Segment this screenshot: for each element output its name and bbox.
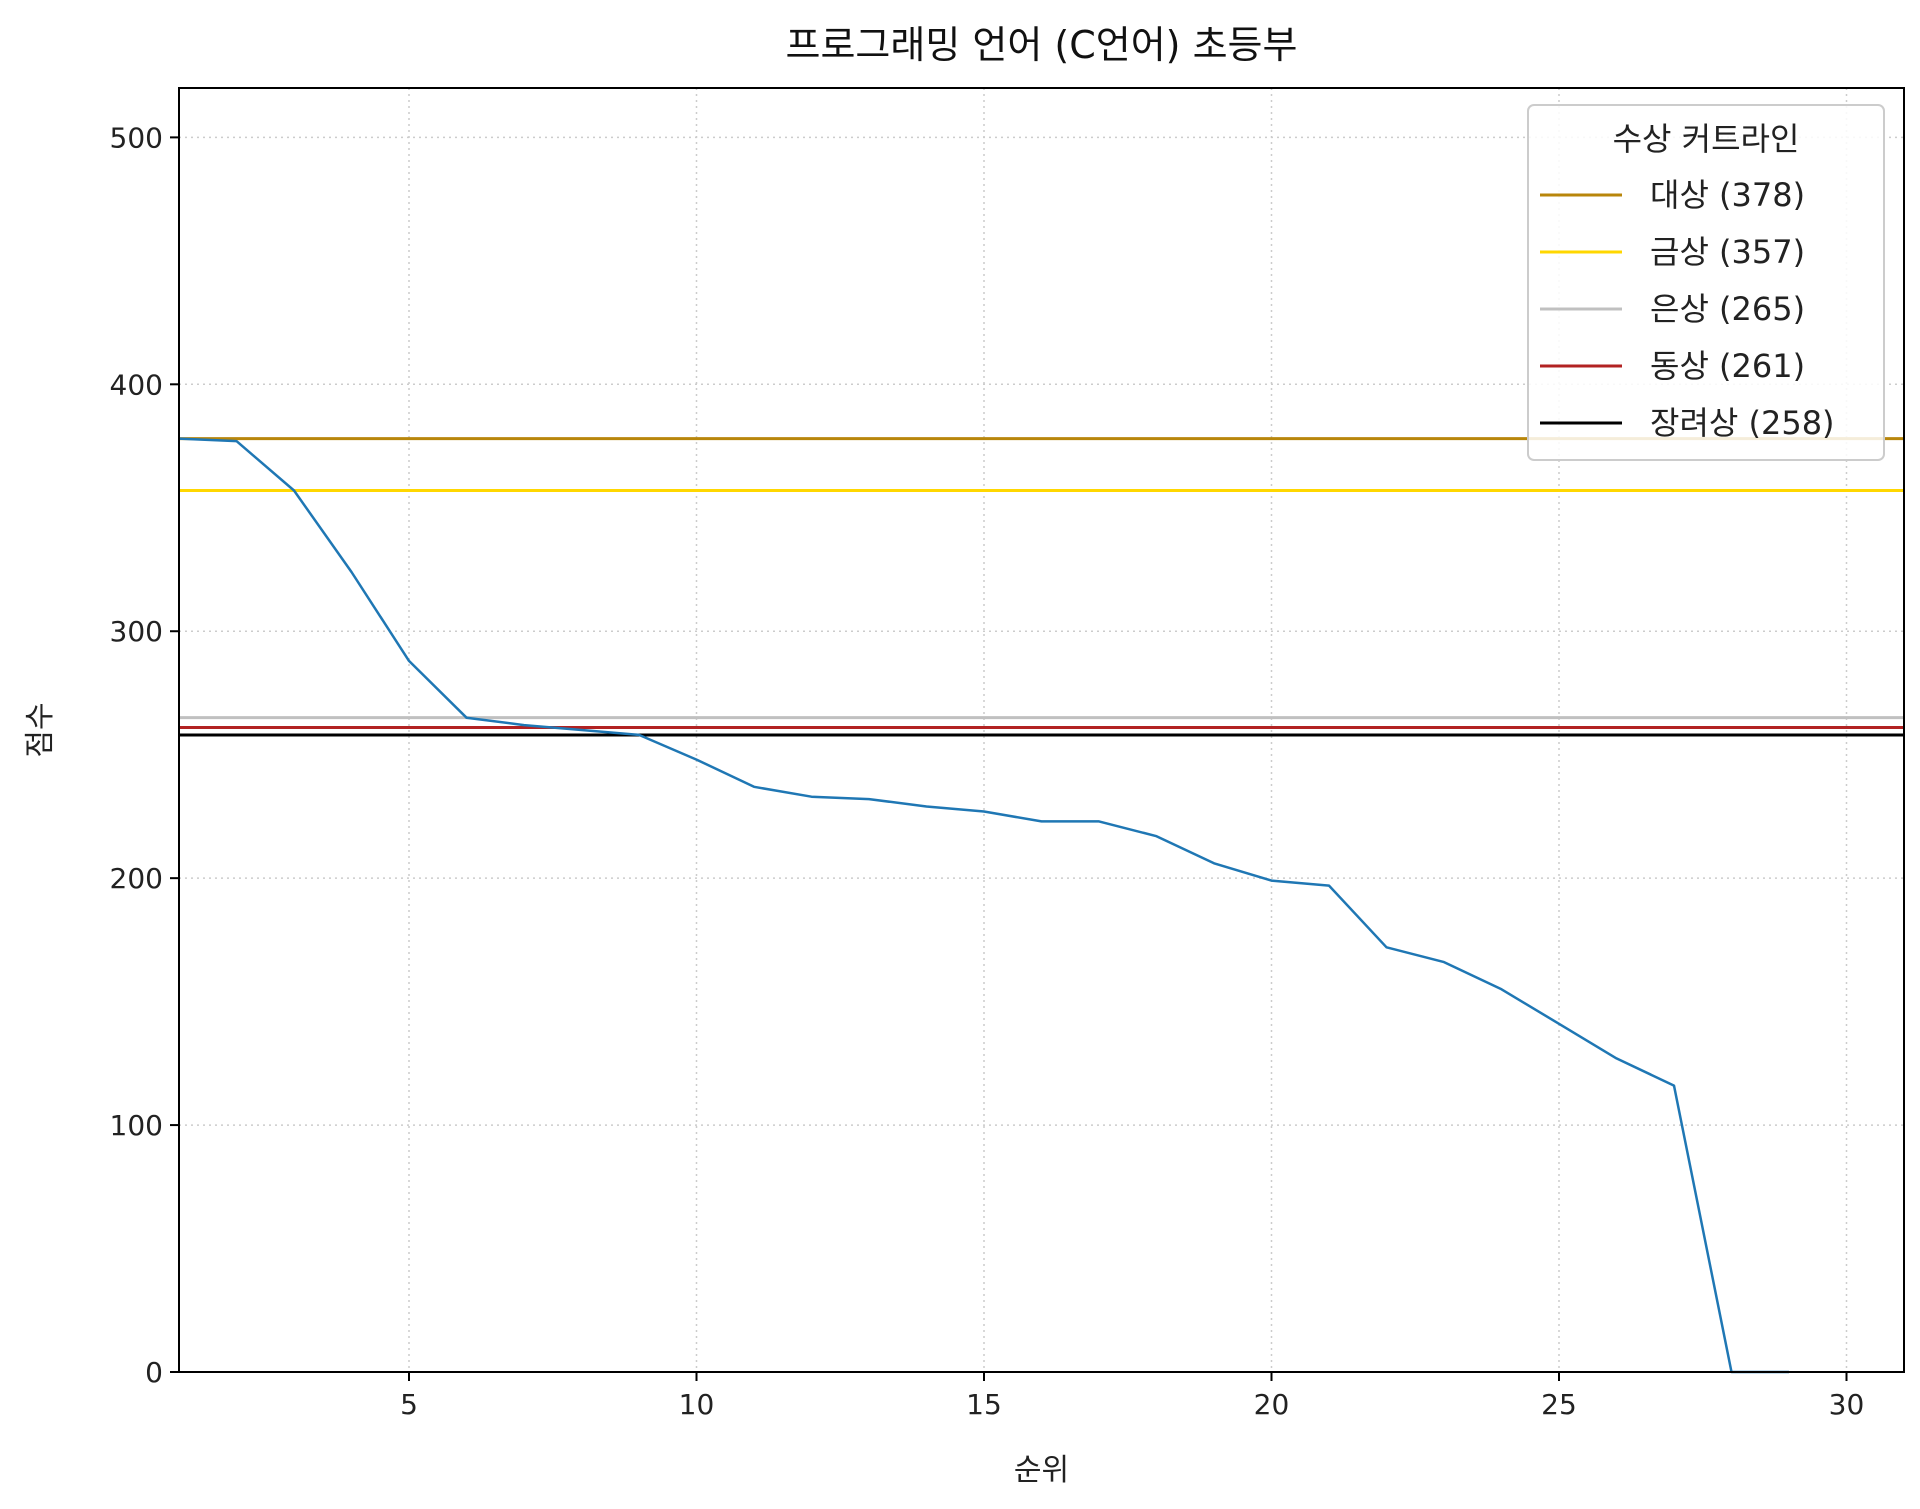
legend: 수상 커트라인 대상 (378) 금상 (357) 은상 (265) 동상 (261)… — [1527, 104, 1885, 461]
legend-entry: 금상 (357) — [1650, 233, 1805, 271]
legend-title: 수상 커트라인 — [1613, 120, 1800, 158]
x-tick-label: 25 — [1541, 1388, 1577, 1421]
x-tick-label: 30 — [1829, 1388, 1865, 1421]
y-tick-label: 300 — [110, 615, 163, 648]
x-tick-label: 10 — [679, 1388, 715, 1421]
y-axis-label: 점수 — [23, 702, 58, 757]
legend-entry: 동상 (261) — [1650, 347, 1805, 385]
legend-entry: 은상 (265) — [1650, 290, 1805, 328]
x-tick-label: 15 — [966, 1388, 1002, 1421]
y-tick-label: 400 — [110, 368, 163, 401]
y-tick-label: 100 — [110, 1109, 163, 1142]
x-axis-label: 순위 — [1014, 1453, 1069, 1488]
chart-title: 프로그래밍 언어 (C언어) 초등부 — [786, 23, 1298, 67]
x-tick-label: 20 — [1254, 1388, 1290, 1421]
y-tick-label: 200 — [110, 862, 163, 895]
x-tick-label: 5 — [400, 1388, 418, 1421]
y-tick-label: 0 — [145, 1356, 163, 1389]
y-tick-label: 500 — [110, 121, 163, 154]
legend-entry: 대상 (378) — [1650, 176, 1805, 214]
grid — [179, 88, 1904, 1373]
plot-frame — [178, 87, 1905, 1373]
legend-entry: 장려상 (258) — [1650, 404, 1835, 442]
